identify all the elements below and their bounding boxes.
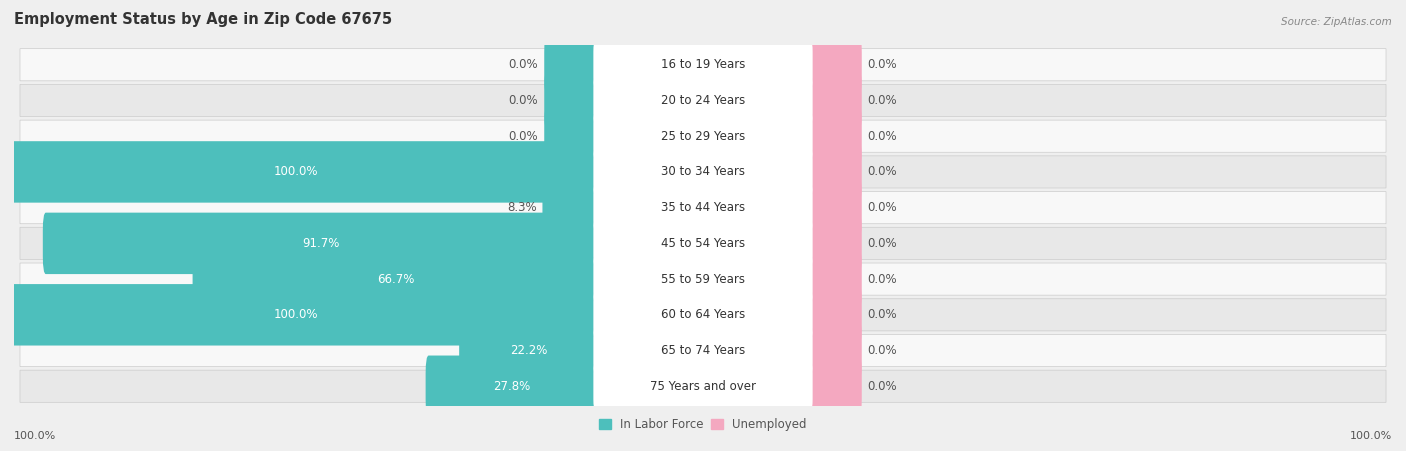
FancyBboxPatch shape [42, 212, 598, 274]
Text: 0.0%: 0.0% [509, 130, 538, 143]
FancyBboxPatch shape [20, 227, 1386, 259]
Text: 75 Years and over: 75 Years and over [650, 380, 756, 393]
Legend: In Labor Force, Unemployed: In Labor Force, Unemployed [595, 414, 811, 436]
Text: 0.0%: 0.0% [868, 237, 897, 250]
Text: 0.0%: 0.0% [868, 308, 897, 321]
FancyBboxPatch shape [0, 284, 598, 345]
FancyBboxPatch shape [808, 34, 862, 96]
FancyBboxPatch shape [20, 299, 1386, 331]
Text: Employment Status by Age in Zip Code 67675: Employment Status by Age in Zip Code 676… [14, 12, 392, 27]
FancyBboxPatch shape [0, 141, 598, 202]
Text: 22.2%: 22.2% [510, 344, 547, 357]
Text: 0.0%: 0.0% [868, 166, 897, 179]
FancyBboxPatch shape [20, 120, 1386, 152]
Text: 91.7%: 91.7% [302, 237, 339, 250]
Text: 55 to 59 Years: 55 to 59 Years [661, 272, 745, 285]
FancyBboxPatch shape [193, 249, 598, 310]
Text: 0.0%: 0.0% [868, 201, 897, 214]
Text: 0.0%: 0.0% [509, 58, 538, 71]
Text: 66.7%: 66.7% [377, 272, 413, 285]
Text: 0.0%: 0.0% [868, 58, 897, 71]
FancyBboxPatch shape [426, 355, 598, 417]
FancyBboxPatch shape [593, 291, 813, 338]
Text: 0.0%: 0.0% [509, 94, 538, 107]
FancyBboxPatch shape [544, 70, 598, 131]
Text: 25 to 29 Years: 25 to 29 Years [661, 130, 745, 143]
Text: 0.0%: 0.0% [868, 130, 897, 143]
Text: 0.0%: 0.0% [868, 272, 897, 285]
Text: 0.0%: 0.0% [868, 94, 897, 107]
Text: 27.8%: 27.8% [494, 380, 530, 393]
FancyBboxPatch shape [593, 184, 813, 231]
FancyBboxPatch shape [20, 335, 1386, 367]
FancyBboxPatch shape [593, 363, 813, 410]
Text: 100.0%: 100.0% [14, 431, 56, 441]
FancyBboxPatch shape [593, 41, 813, 88]
FancyBboxPatch shape [593, 113, 813, 160]
FancyBboxPatch shape [593, 220, 813, 267]
Text: 100.0%: 100.0% [273, 308, 318, 321]
FancyBboxPatch shape [20, 263, 1386, 295]
FancyBboxPatch shape [20, 156, 1386, 188]
FancyBboxPatch shape [593, 327, 813, 374]
Text: 65 to 74 Years: 65 to 74 Years [661, 344, 745, 357]
FancyBboxPatch shape [593, 256, 813, 303]
Text: 30 to 34 Years: 30 to 34 Years [661, 166, 745, 179]
FancyBboxPatch shape [20, 370, 1386, 402]
FancyBboxPatch shape [593, 148, 813, 195]
FancyBboxPatch shape [593, 77, 813, 124]
Text: 100.0%: 100.0% [1350, 431, 1392, 441]
FancyBboxPatch shape [808, 106, 862, 167]
FancyBboxPatch shape [808, 212, 862, 274]
Text: 16 to 19 Years: 16 to 19 Years [661, 58, 745, 71]
FancyBboxPatch shape [544, 106, 598, 167]
FancyBboxPatch shape [20, 49, 1386, 81]
Text: 20 to 24 Years: 20 to 24 Years [661, 94, 745, 107]
Text: Source: ZipAtlas.com: Source: ZipAtlas.com [1281, 17, 1392, 27]
Text: 100.0%: 100.0% [273, 166, 318, 179]
FancyBboxPatch shape [543, 177, 598, 239]
Text: 35 to 44 Years: 35 to 44 Years [661, 201, 745, 214]
FancyBboxPatch shape [808, 320, 862, 381]
FancyBboxPatch shape [808, 70, 862, 131]
FancyBboxPatch shape [808, 284, 862, 345]
Text: 60 to 64 Years: 60 to 64 Years [661, 308, 745, 321]
FancyBboxPatch shape [808, 249, 862, 310]
Text: 45 to 54 Years: 45 to 54 Years [661, 237, 745, 250]
Text: 0.0%: 0.0% [868, 344, 897, 357]
FancyBboxPatch shape [460, 320, 598, 381]
Text: 0.0%: 0.0% [868, 380, 897, 393]
FancyBboxPatch shape [20, 84, 1386, 116]
FancyBboxPatch shape [544, 34, 598, 96]
Text: 8.3%: 8.3% [506, 201, 537, 214]
FancyBboxPatch shape [808, 177, 862, 239]
FancyBboxPatch shape [808, 141, 862, 202]
FancyBboxPatch shape [20, 192, 1386, 224]
FancyBboxPatch shape [808, 355, 862, 417]
